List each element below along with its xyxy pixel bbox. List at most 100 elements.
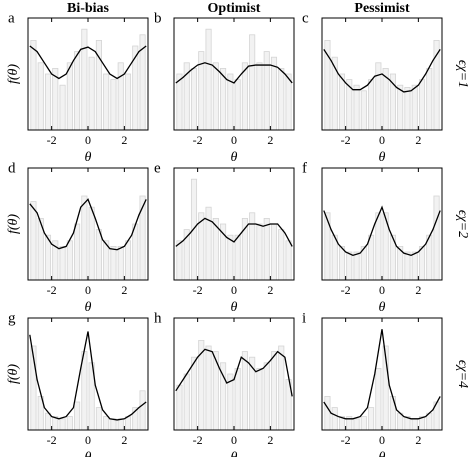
hist-bar — [360, 90, 367, 131]
x-tick-label: 2 — [121, 283, 127, 297]
panel-letter: g — [8, 310, 16, 326]
x-tick-label: 2 — [267, 283, 273, 297]
hist-bar — [360, 416, 367, 431]
x-tick-label: -2 — [193, 133, 203, 147]
hist-bar — [375, 212, 382, 281]
hist-bar — [249, 212, 256, 281]
hist-bar — [110, 79, 117, 131]
panel-letter: a — [8, 10, 15, 26]
x-axis-label: θ — [85, 300, 92, 315]
hist-bar — [234, 79, 241, 131]
x-tick-label: 2 — [121, 433, 127, 447]
x-tick-label: 0 — [85, 433, 91, 447]
hist-bar — [205, 28, 212, 131]
density-curve — [29, 331, 147, 421]
hist-bar — [278, 229, 285, 281]
hist-bar — [30, 40, 37, 131]
hist-bar — [353, 84, 360, 131]
x-tick-label: 0 — [231, 133, 237, 147]
panel-letter: h — [154, 310, 162, 326]
hist-bar — [278, 345, 285, 431]
density-curve — [323, 49, 441, 93]
x-tick-label: -2 — [341, 133, 351, 147]
hist-bar — [353, 418, 360, 431]
hist-bar — [132, 45, 139, 131]
hist-bar — [95, 407, 102, 431]
hist-bar — [331, 407, 338, 431]
hist-bar — [411, 84, 418, 131]
x-tick-label: 2 — [267, 133, 273, 147]
hist-bar — [205, 206, 212, 281]
hist-bar — [270, 351, 278, 431]
x-tick-label: -2 — [193, 433, 203, 447]
hist-bar — [404, 251, 411, 281]
hist-bar — [338, 73, 346, 131]
hist-bar — [368, 407, 375, 431]
hist-bar — [117, 418, 124, 431]
hist-bar — [37, 62, 44, 131]
hist-bar — [183, 373, 190, 431]
x-tick-label: -2 — [193, 283, 203, 297]
y-axis-label: f(θ) — [6, 214, 21, 234]
hist-bar — [353, 251, 360, 281]
hist-bar — [324, 395, 331, 431]
hist-bar — [324, 212, 331, 281]
hist-bar — [368, 234, 375, 281]
hist-bar — [117, 245, 124, 281]
column-title: Pessimist — [354, 1, 410, 16]
hist-bar — [59, 245, 66, 281]
hist-bar — [139, 390, 146, 431]
x-axis-label: θ — [379, 450, 386, 457]
x-tick-label: 2 — [267, 433, 273, 447]
x-axis-label: θ — [231, 150, 238, 165]
hist-bar — [256, 367, 263, 431]
hist-bar — [285, 240, 292, 281]
density-curve — [29, 198, 147, 251]
panel-letter: d — [8, 160, 16, 176]
x-tick-label: 2 — [415, 133, 421, 147]
x-tick-label: -2 — [341, 283, 351, 297]
hist-bar — [103, 73, 110, 131]
hist-bar — [124, 416, 132, 431]
x-tick-label: 0 — [85, 283, 91, 297]
x-tick-label: 0 — [231, 283, 237, 297]
x-axis-label: θ — [231, 450, 238, 457]
x-axis-label: θ — [379, 300, 386, 315]
hist-bar — [375, 62, 382, 131]
hist-bar — [88, 56, 95, 131]
hist-bar — [110, 418, 117, 431]
hist-bar — [263, 51, 270, 131]
hist-bar — [346, 251, 353, 281]
hist-bar — [212, 62, 219, 131]
density-curve — [323, 205, 441, 257]
hist-bar — [338, 245, 346, 281]
hist-bar — [418, 245, 426, 281]
hist-bar — [205, 345, 212, 431]
density-curve — [29, 45, 147, 80]
x-tick-label: 0 — [231, 433, 237, 447]
hist-bar — [270, 56, 278, 131]
density-curve — [175, 217, 293, 247]
hist-bar — [234, 367, 241, 431]
hist-bar — [59, 418, 66, 431]
x-axis-label: θ — [85, 450, 92, 457]
hist-bar — [81, 28, 88, 131]
hist-bar — [256, 223, 263, 281]
hist-bar — [81, 195, 88, 281]
hist-bar — [418, 79, 426, 131]
row-label: ϵχ=4 — [455, 360, 470, 388]
hist-bar — [190, 178, 198, 281]
x-axis-label: θ — [379, 150, 386, 165]
hist-bar — [59, 84, 66, 131]
y-axis-label: f(θ) — [6, 364, 21, 384]
hist-bar — [117, 62, 124, 131]
x-tick-label: 2 — [415, 433, 421, 447]
hist-bar — [263, 217, 270, 281]
x-tick-label: 0 — [379, 133, 385, 147]
hist-bar — [397, 84, 404, 131]
hist-bar — [278, 68, 285, 131]
hist-bar — [132, 223, 139, 281]
y-axis-label: f(θ) — [6, 64, 21, 84]
hist-bar — [411, 418, 418, 431]
